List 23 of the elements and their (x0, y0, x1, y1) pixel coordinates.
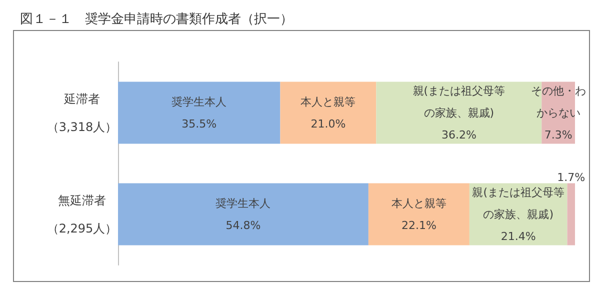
text: 本人と親等 (391, 196, 446, 210)
data-label: 54.8% (226, 218, 261, 232)
data-label: 21.0% (310, 117, 346, 130)
series-label: その他・わからない (530, 84, 586, 120)
bar (280, 82, 376, 144)
text: 親(または祖父母等の家族、親戚) (472, 186, 564, 221)
bar (567, 183, 575, 246)
bar (118, 82, 280, 144)
bar (368, 183, 470, 246)
data-label: 1.7% (557, 170, 586, 184)
text: 奨学生本人 (216, 196, 271, 210)
data-label: 21.4% (500, 230, 536, 243)
data-label: 7.3% (544, 128, 572, 142)
series-label: 親(または祖父母等の家族、親戚) (412, 84, 506, 120)
bar (118, 183, 368, 246)
chart-title: 図１－１ 奨学金申請時の書類作成者（択一） (20, 12, 293, 27)
series-label: 本人と親等 (300, 95, 356, 108)
series-label: 奨学生本人 (172, 95, 227, 108)
data-label: 36.2% (441, 128, 476, 142)
y-tick-label: 延滞者（3,318人） (46, 92, 118, 134)
data-label: 22.1% (401, 218, 436, 232)
y-tick-label: 無延滞者（2,295人） (46, 193, 118, 236)
data-label: 35.5% (182, 117, 217, 130)
